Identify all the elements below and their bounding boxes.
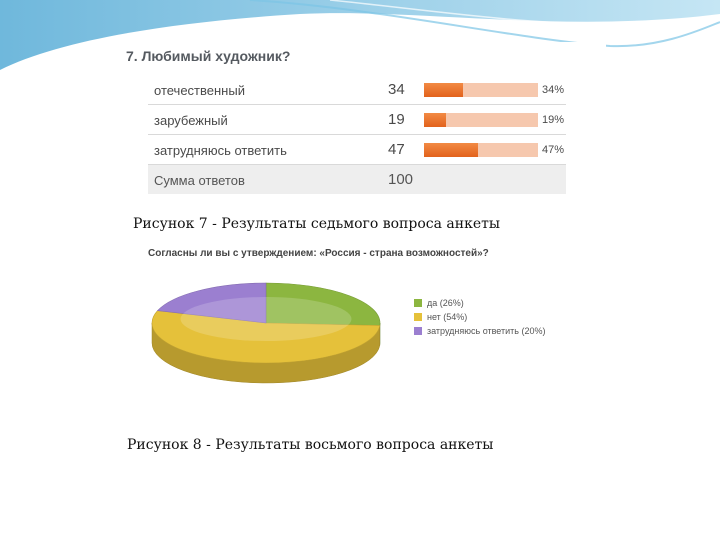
answer-count: 19 — [388, 111, 405, 128]
survey-question-7-panel: 7. Любимый художник? отечественный 34 34… — [118, 42, 606, 202]
survey-question-title: 7. Любимый художник? — [126, 48, 291, 64]
legend-item-yes: да (26%) — [414, 296, 545, 309]
figure-7-caption: Рисунок 7 - Результаты седьмого вопроса … — [133, 216, 501, 232]
percent-bar-track — [424, 143, 538, 157]
legend-label: нет (54%) — [427, 311, 468, 322]
legend-swatch — [414, 298, 422, 307]
legend-item-no: нет (54%) — [414, 310, 545, 323]
percent-label: 47% — [542, 144, 565, 156]
percent-bar-fill — [424, 143, 478, 157]
pie-legend: да (26%) нет (54%) затрудняюсь ответить … — [414, 296, 545, 338]
percent-bar-track — [424, 83, 538, 97]
pie-chart-title: Согласны ли вы с утверждением: «Россия -… — [148, 248, 489, 259]
legend-item-undecided: затрудняюсь ответить (20%) — [414, 324, 545, 337]
answer-count: 47 — [388, 141, 405, 158]
header-wave-decoration — [0, 0, 720, 80]
pie-slice-1 — [265, 282, 381, 326]
percent-bar-fill — [424, 113, 446, 127]
answer-label: зарубежный — [154, 113, 228, 128]
pie-slice-3 — [156, 282, 267, 324]
total-label: Сумма ответов — [154, 173, 245, 188]
pie-chart — [151, 282, 381, 384]
total-count: 100 — [388, 171, 414, 188]
percent-bar-fill — [424, 83, 463, 97]
table-total-row: Сумма ответов 100 — [148, 165, 566, 194]
percent-label: 19% — [542, 114, 565, 126]
pie-slice-2 — [151, 310, 381, 364]
figure-8-caption: Рисунок 8 - Результаты восьмого вопроса … — [127, 437, 494, 453]
table-row: отечественный 34 34% — [148, 75, 566, 105]
legend-label: да (26%) — [427, 297, 464, 308]
answer-count: 34 — [388, 81, 405, 98]
answer-label: затрудняюсь ответить — [154, 143, 287, 158]
legend-swatch — [414, 326, 422, 335]
table-row: затрудняюсь ответить 47 47% — [148, 135, 566, 165]
percent-bar-track — [424, 113, 538, 127]
percent-label: 34% — [542, 84, 565, 96]
table-row: зарубежный 19 19% — [148, 105, 566, 135]
pie-highlight — [180, 297, 352, 341]
survey-results-table: отечественный 34 34% зарубежный 19 19% з… — [148, 75, 566, 194]
legend-label: затрудняюсь ответить (20%) — [427, 325, 546, 336]
survey-question-8-panel: Согласны ли вы с утверждением: «Россия -… — [138, 238, 576, 423]
legend-swatch — [414, 312, 422, 321]
answer-label: отечественный — [154, 83, 245, 98]
